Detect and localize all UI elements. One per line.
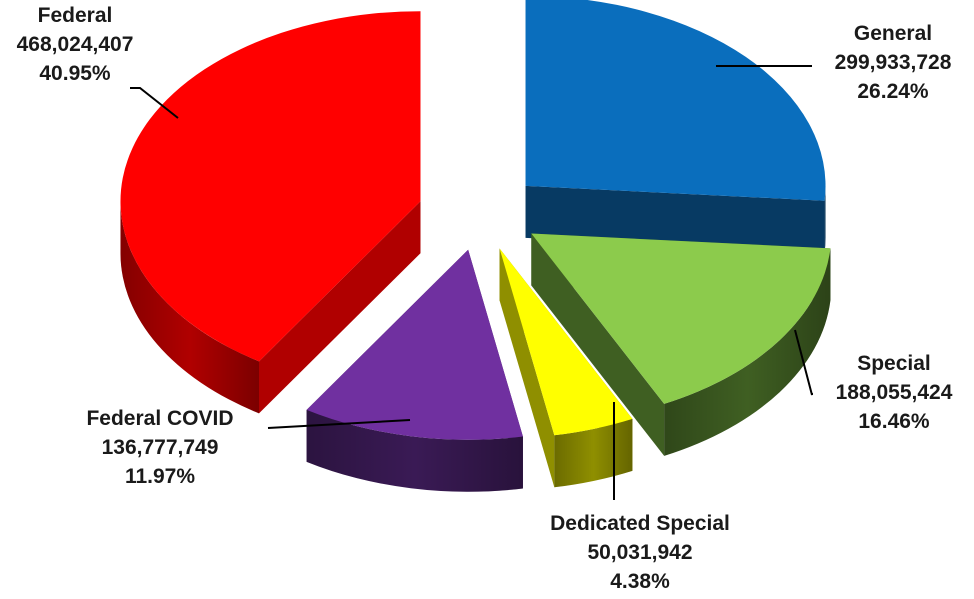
data-label-special: Special 188,055,424 16.46% [836,352,953,433]
slice-value-label: 188,055,424 [836,381,953,404]
slice-wall-special-1 [531,233,665,456]
slice-general [525,0,826,201]
slice-side-shade-general [824,185,826,253]
slice-wall-general-1 [525,185,825,253]
data-label-general: General 299,933,728 26.24% [835,22,952,103]
slice-value-label: 50,031,942 [587,541,692,564]
data-label-federal-covid: Federal COVID 136,777,749 11.97% [86,407,233,488]
slice-tops [120,0,831,440]
data-label-federal: Federal 468,024,407 40.95% [17,4,134,85]
slice-label: General [854,22,932,45]
slice-federal [120,11,421,362]
data-label-dedicated-special: Dedicated Special 50,031,942 4.38% [550,512,730,593]
leader-line-federal [130,87,179,119]
slice-wall-federal-0 [258,201,421,414]
slice-value-label: 468,024,407 [17,33,134,56]
slice-side-shade-federal [120,201,259,414]
slice-percent-label: 40.95% [39,62,111,85]
slice-value-label: 136,777,749 [102,436,219,459]
slice-label: Federal [38,4,113,27]
slice-side-shade-dedicated-special [554,418,633,488]
slice-percent-label: 16.46% [858,410,930,433]
slice-percent-label: 11.97% [125,465,195,488]
leader-line-special [794,329,813,396]
slice-federal-covid [306,249,523,440]
slice-dedicated-special [499,248,633,436]
slice-side-shade-special [664,248,831,456]
slice-label: Special [857,352,931,375]
slice-special [531,233,831,404]
leader-lines [130,65,813,500]
slice-side-shade-federal-covid [306,409,523,492]
slice-label: Federal COVID [86,407,233,430]
slice-percent-label: 26.24% [857,80,929,103]
slice-wall-dedicated-special-1 [499,248,555,488]
slice-percent-label: 4.38% [610,570,670,593]
slice-value-label: 299,933,728 [835,51,952,74]
leader-line-federal-covid [267,419,411,429]
slice-label: Dedicated Special [550,512,730,535]
data-labels: General 299,933,728 26.24% Special 188,055,4… [17,4,953,593]
